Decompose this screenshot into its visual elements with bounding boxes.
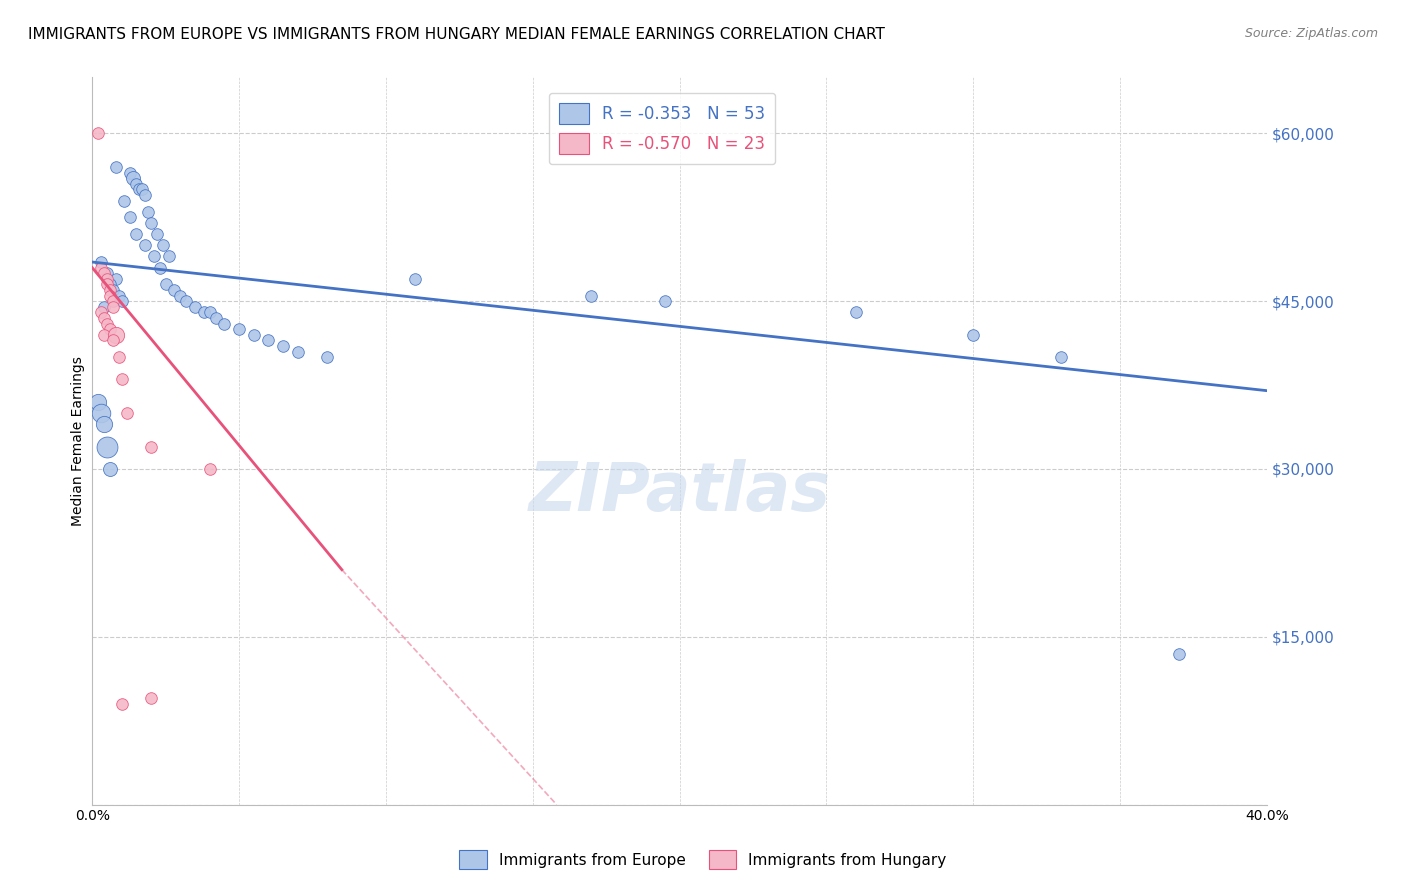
Point	[104, 160, 127, 174]
Point	[146, 227, 169, 241]
Point	[93, 327, 115, 342]
Point	[257, 334, 280, 348]
Point	[214, 317, 236, 331]
Point	[120, 165, 142, 179]
Point	[90, 260, 112, 275]
Point	[271, 339, 294, 353]
Point	[125, 227, 148, 241]
Point	[316, 350, 339, 364]
Point	[204, 310, 226, 325]
Point	[125, 177, 148, 191]
Point	[96, 272, 118, 286]
Point	[1050, 350, 1073, 364]
Point	[404, 272, 426, 286]
Legend: R = -0.353   N = 53, R = -0.570   N = 23: R = -0.353 N = 53, R = -0.570 N = 23	[548, 93, 775, 164]
Point	[198, 305, 221, 319]
Point	[93, 300, 115, 314]
Point	[101, 294, 124, 309]
Point	[98, 322, 121, 336]
Point	[581, 288, 603, 302]
Point	[101, 283, 124, 297]
Point	[134, 188, 156, 202]
Point	[90, 305, 112, 319]
Point	[142, 249, 165, 263]
Point	[98, 462, 121, 476]
Point	[139, 691, 162, 706]
Point	[96, 440, 118, 454]
Point	[101, 334, 124, 348]
Point	[96, 266, 118, 280]
Point	[87, 395, 110, 409]
Point	[128, 182, 150, 196]
Point	[101, 300, 124, 314]
Point	[157, 249, 180, 263]
Point	[242, 327, 264, 342]
Point	[169, 288, 191, 302]
Point	[107, 350, 129, 364]
Point	[134, 238, 156, 252]
Point	[93, 310, 115, 325]
Point	[149, 260, 172, 275]
Point	[198, 462, 221, 476]
Point	[131, 182, 153, 196]
Point	[110, 697, 132, 711]
Point	[184, 300, 207, 314]
Point	[96, 277, 118, 292]
Point	[96, 317, 118, 331]
Text: Source: ZipAtlas.com: Source: ZipAtlas.com	[1244, 27, 1378, 40]
Point	[98, 283, 121, 297]
Point	[962, 327, 984, 342]
Point	[110, 294, 132, 309]
Point	[1167, 647, 1189, 661]
Point	[114, 194, 136, 208]
Point	[93, 266, 115, 280]
Point	[120, 211, 142, 225]
Point	[90, 406, 112, 420]
Point	[104, 327, 127, 342]
Text: IMMIGRANTS FROM EUROPE VS IMMIGRANTS FROM HUNGARY MEDIAN FEMALE EARNINGS CORRELA: IMMIGRANTS FROM EUROPE VS IMMIGRANTS FRO…	[28, 27, 884, 42]
Point	[136, 204, 159, 219]
Point	[287, 344, 309, 359]
Point	[117, 406, 139, 420]
Legend: Immigrants from Europe, Immigrants from Hungary: Immigrants from Europe, Immigrants from …	[453, 844, 953, 875]
Point	[87, 127, 110, 141]
Point	[163, 283, 186, 297]
Point	[90, 255, 112, 269]
Point	[654, 294, 676, 309]
Point	[98, 277, 121, 292]
Point	[193, 305, 215, 319]
Point	[139, 440, 162, 454]
Point	[122, 171, 145, 186]
Point	[107, 288, 129, 302]
Point	[110, 372, 132, 386]
Point	[93, 417, 115, 432]
Point	[845, 305, 868, 319]
Point	[152, 238, 174, 252]
Point	[139, 216, 162, 230]
Text: ZIPatlas: ZIPatlas	[529, 458, 831, 524]
Point	[104, 272, 127, 286]
Point	[174, 294, 197, 309]
Point	[98, 288, 121, 302]
Point	[228, 322, 250, 336]
Point	[155, 277, 177, 292]
Y-axis label: Median Female Earnings: Median Female Earnings	[72, 356, 86, 526]
